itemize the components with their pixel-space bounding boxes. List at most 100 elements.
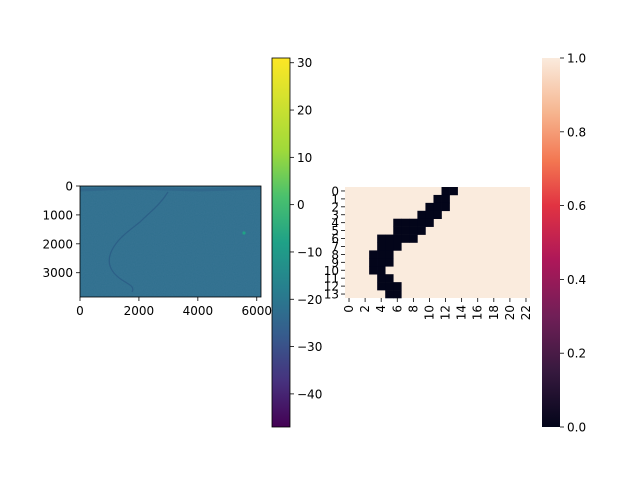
mask-cell-zero bbox=[449, 187, 458, 196]
mask-cell-zero bbox=[425, 202, 434, 212]
left-image-texture bbox=[80, 186, 261, 297]
right-x-tick-label: 10 bbox=[422, 305, 436, 320]
mask-cell-zero bbox=[393, 290, 402, 299]
mask-cell-zero bbox=[433, 210, 442, 220]
right-y-tick-label: 4 bbox=[331, 216, 339, 230]
left-x-tick-label: 2000 bbox=[124, 304, 155, 318]
colorbar-tick-label: −40 bbox=[297, 387, 322, 401]
mask-cell-zero bbox=[377, 250, 386, 259]
colorbar-tick-label: −20 bbox=[297, 293, 322, 307]
upper-edge-feature bbox=[79, 186, 262, 192]
mask-cell-zero bbox=[393, 242, 402, 251]
left-y-tick-label: 1000 bbox=[42, 208, 73, 222]
right-y-tick-label: 11 bbox=[324, 272, 339, 286]
mask-cell-zero bbox=[417, 226, 426, 235]
river-feature bbox=[108, 191, 169, 293]
right-x-tick-label: 20 bbox=[503, 305, 517, 320]
left-y-tick-label: 3000 bbox=[42, 266, 73, 280]
mask-cell-zero bbox=[401, 226, 410, 235]
right-y-tick-label: 5 bbox=[331, 224, 339, 238]
right-x-tick-label: 4 bbox=[374, 305, 388, 313]
right-x-tick-label: 16 bbox=[471, 305, 485, 320]
left-x-ticks: 0 2000 4000 6000 bbox=[76, 297, 272, 318]
right-y-tick-label: 12 bbox=[324, 280, 339, 294]
rocket-colorbar-fill bbox=[542, 58, 560, 427]
mask-cell-zero bbox=[409, 226, 418, 235]
colorbar-tick-label: −10 bbox=[297, 245, 322, 259]
mask-cell-zero bbox=[393, 234, 402, 243]
mask-cell-zero bbox=[409, 218, 418, 227]
mask-cell-zero bbox=[433, 202, 442, 212]
mask-cell-zero bbox=[393, 282, 402, 291]
mask-cell-zero bbox=[393, 226, 402, 235]
right-x-tick-label: 22 bbox=[519, 305, 533, 320]
left-y-ticks: 0 1000 2000 3000 bbox=[42, 180, 80, 280]
mask-cell-zero bbox=[385, 250, 394, 259]
left-x-tick-label: 6000 bbox=[241, 304, 272, 318]
left-image-frame bbox=[79, 185, 262, 298]
mask-cell-zero bbox=[369, 250, 378, 259]
right-x-ticks: 0 2 4 6 8 10 12 14 16 18 20 22 bbox=[342, 298, 533, 320]
mask-cell-zero bbox=[425, 210, 434, 220]
mask-cell-zero bbox=[385, 258, 394, 267]
mask-cell-zero bbox=[441, 202, 450, 212]
mask-cell-zero bbox=[417, 218, 426, 227]
left-colorbar: 30 20 10 0 −10 −20 −30 −40 bbox=[271, 56, 322, 428]
right-x-tick-label: 0 bbox=[342, 305, 356, 313]
colorbar-tick-label: 0.0 bbox=[567, 421, 586, 435]
left-x-tick-label: 0 bbox=[76, 304, 84, 318]
colorbar-tick-label: −30 bbox=[297, 340, 322, 354]
mask-cell-zero bbox=[385, 242, 394, 251]
viridis-colorbar-frame bbox=[271, 57, 291, 428]
left-colorbar-ticks: 30 20 10 0 −10 −20 −30 −40 bbox=[290, 56, 322, 401]
mask-cell-zero bbox=[385, 290, 394, 299]
right-colorbar: 1.0 0.8 0.6 0.4 0.2 0.0 bbox=[542, 52, 586, 435]
right-x-tick-label: 12 bbox=[439, 305, 453, 320]
colorbar-tick-label: 0.4 bbox=[567, 273, 586, 287]
right-y-tick-label: 9 bbox=[331, 256, 339, 270]
colorbar-tick-label: 0 bbox=[297, 198, 305, 212]
bright-spot bbox=[242, 231, 246, 235]
mask-cell-zero bbox=[377, 282, 386, 291]
mask-cell-zero bbox=[385, 282, 394, 291]
mask-cell-zero bbox=[433, 194, 442, 204]
colorbar-tick-label: 1.0 bbox=[567, 52, 586, 66]
mask-cell-zero bbox=[441, 187, 450, 196]
mask-cell-zero bbox=[377, 242, 386, 251]
right-x-tick-label: 8 bbox=[406, 305, 420, 313]
right-y-tick-label: 8 bbox=[331, 248, 339, 262]
mask-cell-zero bbox=[377, 234, 386, 243]
mask-cell-zero bbox=[377, 258, 386, 267]
mask-cell-zero bbox=[369, 266, 378, 275]
right-colorbar-ticks: 1.0 0.8 0.6 0.4 0.2 0.0 bbox=[560, 52, 586, 435]
right-x-tick-label: 14 bbox=[455, 305, 469, 320]
colorbar-tick-label: 0.8 bbox=[567, 125, 586, 139]
mask-cells bbox=[345, 187, 530, 299]
right-y-tick-label: 6 bbox=[331, 232, 339, 246]
left-image-plot: 0 2000 4000 6000 0 1000 2000 3000 bbox=[42, 180, 272, 319]
viridis-colorbar-fill bbox=[272, 58, 290, 427]
right-x-tick-label: 2 bbox=[358, 305, 372, 313]
right-y-tick-label: 10 bbox=[324, 264, 339, 278]
mask-cell-zero bbox=[409, 234, 418, 243]
mask-cell-zero bbox=[369, 258, 378, 267]
mask-cell-zero bbox=[401, 218, 410, 227]
colorbar-tick-label: 10 bbox=[297, 151, 312, 165]
right-x-tick-label: 18 bbox=[487, 305, 501, 320]
mask-cell-zero bbox=[425, 218, 434, 227]
colorbar-tick-label: 0.6 bbox=[567, 199, 586, 213]
right-y-tick-label: 2 bbox=[331, 200, 339, 214]
left-y-tick-label: 0 bbox=[65, 180, 73, 194]
right-y-tick-label: 1 bbox=[331, 192, 339, 206]
mask-cell-zero bbox=[377, 274, 386, 283]
left-x-tick-label: 4000 bbox=[183, 304, 214, 318]
colorbar-tick-label: 20 bbox=[297, 104, 312, 118]
mask-cell-zero bbox=[417, 210, 426, 220]
mask-cell-zero bbox=[385, 274, 394, 283]
mask-cell-zero bbox=[441, 194, 450, 204]
right-x-tick-label: 6 bbox=[390, 305, 404, 313]
colorbar-tick-label: 30 bbox=[297, 56, 312, 70]
mask-cell-zero bbox=[377, 266, 386, 275]
